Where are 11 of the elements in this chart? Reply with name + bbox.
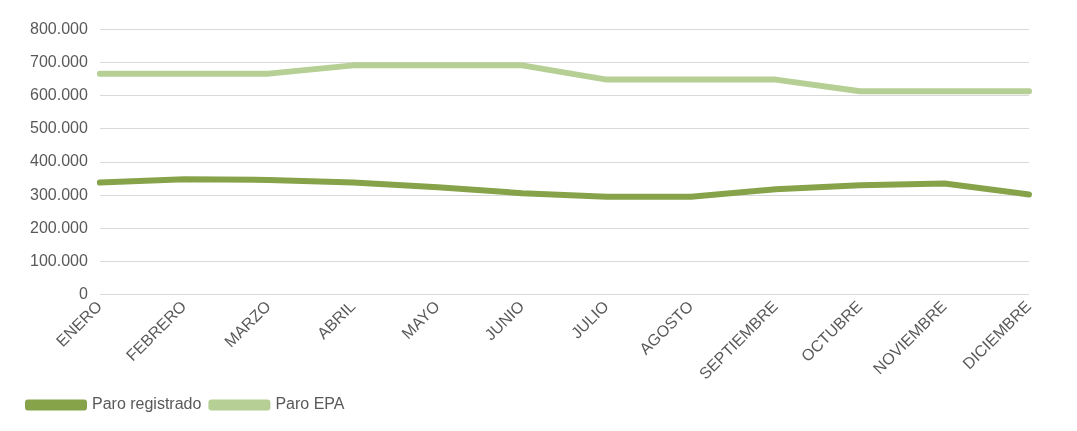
y-tick-label: 400.000 — [29, 152, 88, 170]
y-tick-label: 0 — [78, 284, 88, 302]
y-tick-label: 700.000 — [29, 53, 88, 71]
y-tick-label: 300.000 — [29, 185, 88, 203]
y-tick-label: 500.000 — [29, 119, 88, 137]
y-tick-label: 800.000 — [29, 20, 88, 38]
legend-label: Paro registrado — [92, 395, 202, 413]
legend-label: Paro EPA — [275, 395, 345, 413]
y-tick-label: 600.000 — [29, 86, 88, 104]
y-tick-label: 100.000 — [29, 251, 88, 269]
y-tick-label: 200.000 — [29, 218, 88, 236]
